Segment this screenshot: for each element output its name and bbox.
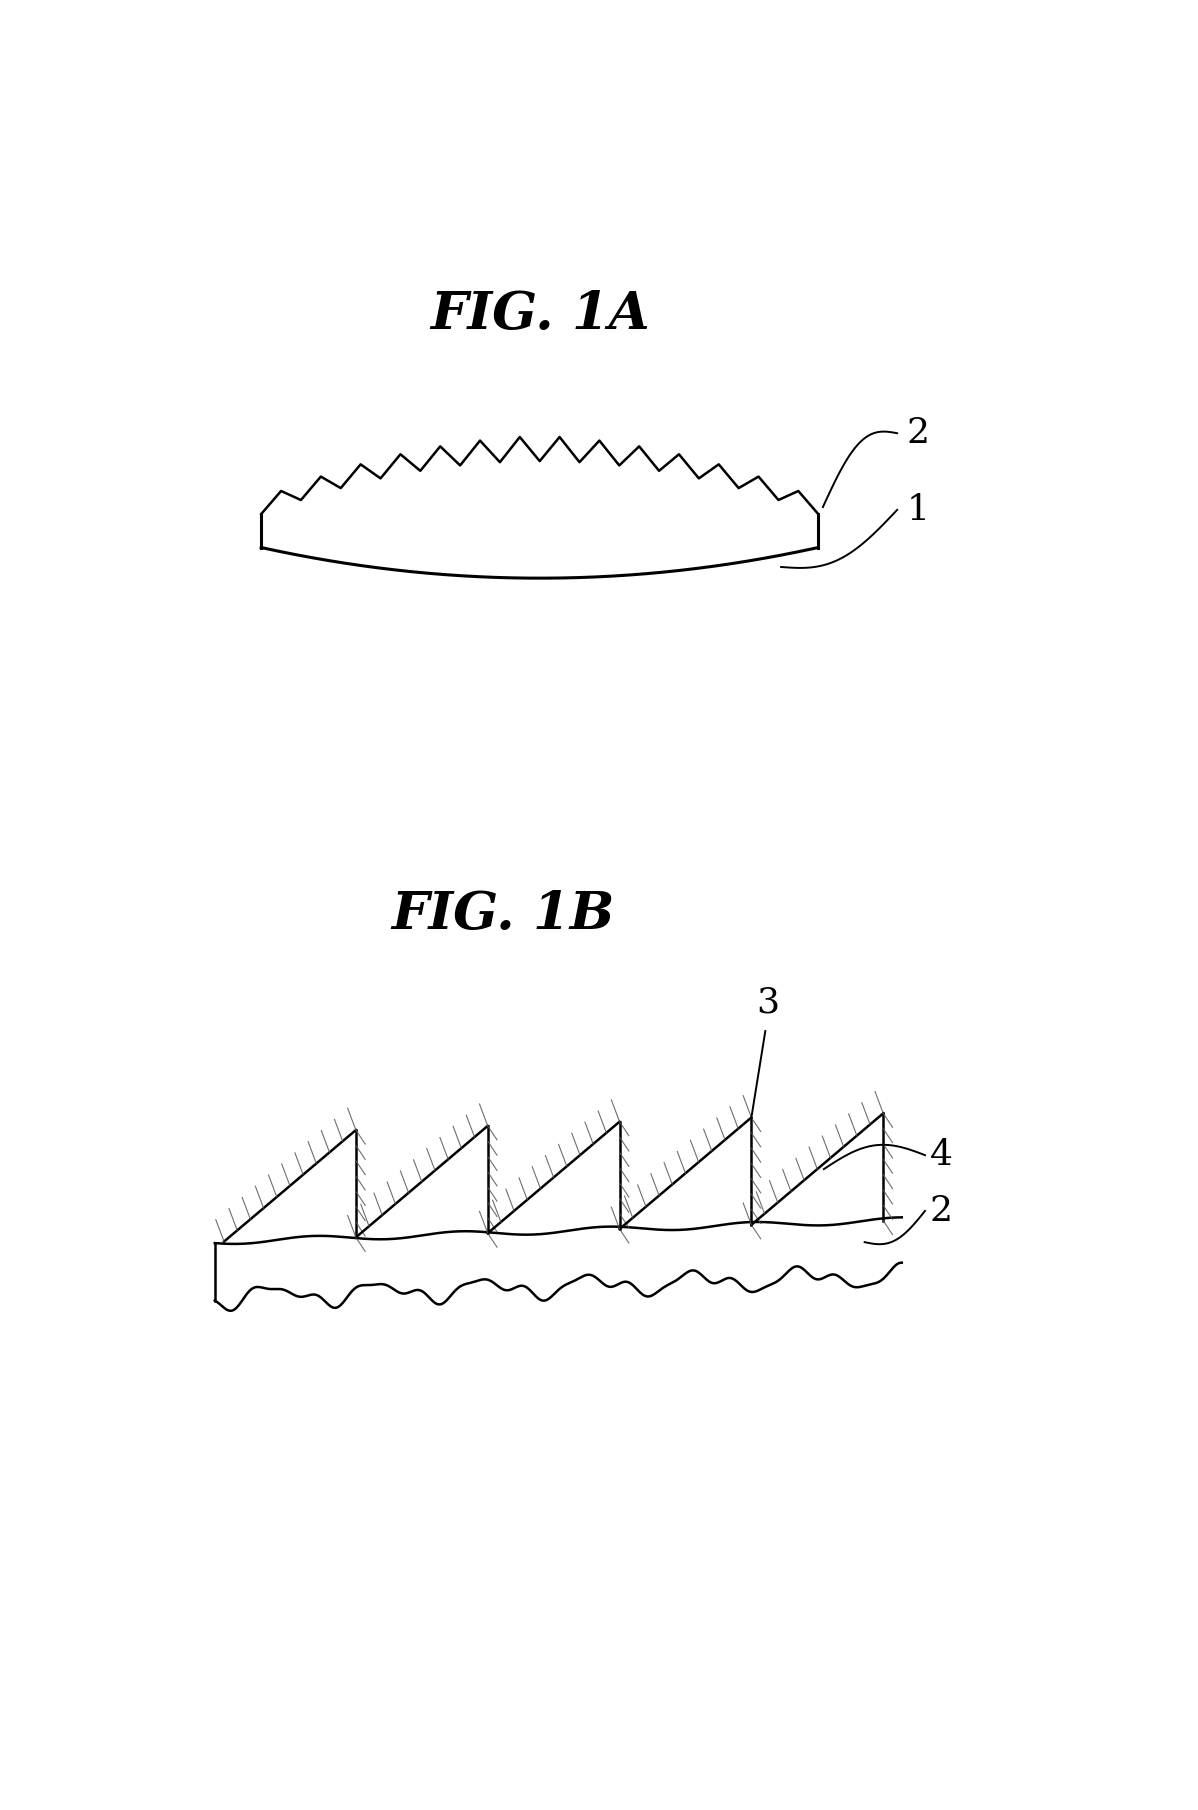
Text: FIG. 1B: FIG. 1B <box>391 889 615 939</box>
Text: 2: 2 <box>930 1195 952 1227</box>
Text: 1: 1 <box>907 492 930 527</box>
Text: 3: 3 <box>756 986 780 1021</box>
Text: 2: 2 <box>907 416 930 451</box>
Text: FIG. 1A: FIG. 1A <box>430 290 649 340</box>
Text: 4: 4 <box>930 1138 952 1173</box>
